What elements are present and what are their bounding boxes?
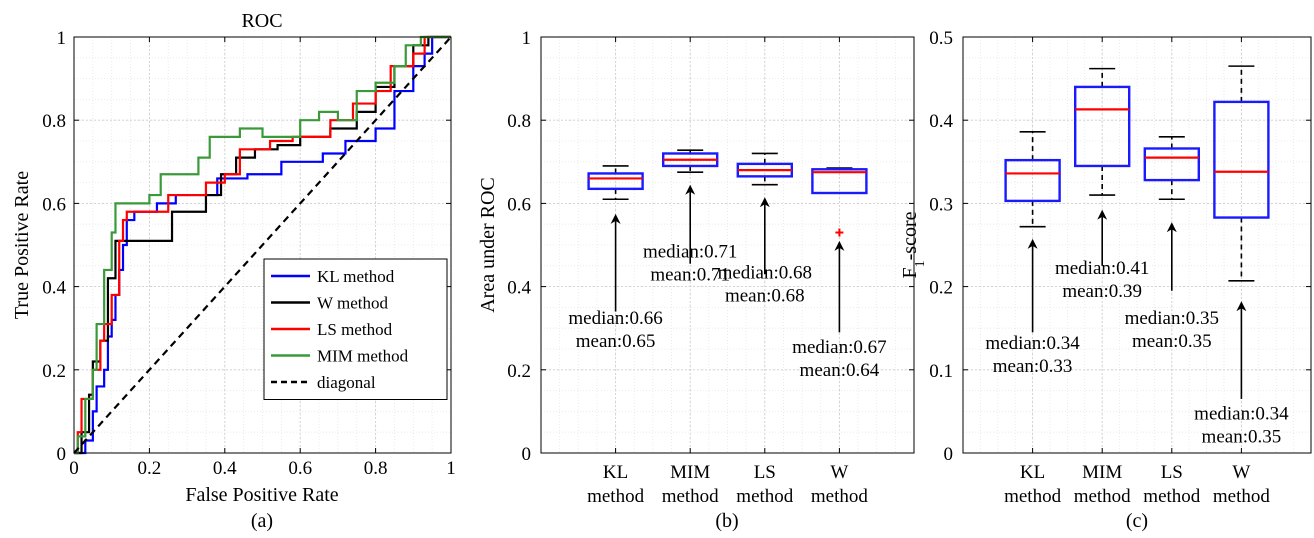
roc-caption: (a) xyxy=(251,510,273,532)
f1-y-tick-label: 0.5 xyxy=(929,28,953,49)
auc-axes-frame xyxy=(540,36,915,454)
auc-y-tick-label: 1 xyxy=(522,28,532,49)
f1-annotation-median: median:0.41 xyxy=(1055,258,1149,279)
f1-y-tick-label: 0.4 xyxy=(929,111,953,132)
roc-series-line-diagonal xyxy=(73,36,452,454)
roc-y-tick-label: 0.8 xyxy=(42,111,66,132)
roc-series-line-kl-method xyxy=(74,35,451,455)
roc-legend: KL method W method LS method MIM method diag… xyxy=(263,258,448,400)
roc-x-tick-label: 0.4 xyxy=(213,458,237,479)
auc-annotation-median: median:0.71 xyxy=(643,241,737,262)
f1-x-tick-label-line1: MIM xyxy=(1082,462,1122,483)
legend-label: LS method xyxy=(317,320,393,339)
auc-box xyxy=(811,168,868,195)
roc-y-axis-label: True Positive Rate xyxy=(11,171,33,319)
roc-x-tick-label: 1 xyxy=(446,458,456,479)
auc-tick-labels: 0 0.2 0.4 0.6 0.8 1 KL method MIM method LS method W… xyxy=(507,28,914,507)
auc-y-tick-label: 0 xyxy=(522,444,532,465)
legend-label: KL method xyxy=(317,267,395,286)
f1-annotation-median: median:0.35 xyxy=(1125,308,1219,329)
auc-panel: 0 0.2 0.4 0.6 0.8 1 KL method MIM method LS method W… xyxy=(477,28,915,532)
f1-box xyxy=(1213,100,1270,219)
legend-label: diagonal xyxy=(317,373,376,392)
f1-box xyxy=(1004,158,1061,203)
f1-annotations: median:0.34mean:0.33median:0.41mean:0.39… xyxy=(985,209,1289,448)
legend-label: MIM method xyxy=(317,347,409,366)
f1-annotation-median: median:0.34 xyxy=(1194,404,1289,425)
f1-x-tick-label-line1: KL xyxy=(1020,462,1045,483)
auc-annotation-median: median:0.68 xyxy=(718,262,812,283)
auc-x-tick-label-line1: MIM xyxy=(670,462,710,483)
f1-y-tick-label: 0 xyxy=(944,444,954,465)
f1-y-tick-label: 0.3 xyxy=(929,194,953,215)
roc-title: ROC xyxy=(241,10,282,32)
roc-y-tick-label: 1 xyxy=(57,28,67,49)
f1-annotation-mean: mean:0.35 xyxy=(1132,331,1212,352)
auc-x-tick-label-line2: method xyxy=(736,486,793,507)
f1-y-tick-label: 0.1 xyxy=(929,361,953,382)
f1-y-tick-label: 0.2 xyxy=(929,278,953,299)
legend-label: W method xyxy=(317,294,388,313)
f1-tick-labels: 0 0.1 0.2 0.3 0.4 0.5 KL method MIM method LS metho… xyxy=(929,28,1311,507)
roc-series-line-mim-method xyxy=(74,35,451,455)
roc-x-axis-label: False Positive Rate xyxy=(185,484,338,506)
auc-x-tick-label-line2: method xyxy=(662,486,719,507)
roc-y-tick-label: 0.4 xyxy=(42,278,66,299)
roc-tick-labels: 0 0.2 0.4 0.6 0.8 1 0 0.2 0.4 0.6 0.8 1 xyxy=(42,28,456,479)
f1-box xyxy=(1073,85,1131,168)
auc-y-tick-label: 0.4 xyxy=(507,278,531,299)
auc-annotation-mean: mean:0.68 xyxy=(725,285,805,306)
f1-annotation-median: median:0.34 xyxy=(985,333,1080,354)
auc-y-tick-label: 0.8 xyxy=(507,111,531,132)
auc-x-tick-label-line1: KL xyxy=(603,462,628,483)
f1-x-tick-label-line2: method xyxy=(1074,486,1131,507)
auc-x-tick-label-line1: LS xyxy=(754,462,776,483)
auc-annotation-mean: mean:0.64 xyxy=(800,360,880,381)
f1-x-tick-label-line2: method xyxy=(1004,486,1061,507)
auc-caption: (b) xyxy=(715,510,738,532)
auc-gridlines xyxy=(541,37,914,453)
auc-x-tick-label-line2: method xyxy=(811,486,868,507)
roc-panel: 0 0.2 0.4 0.6 0.8 1 0 0.2 0.4 0.6 0.8 1 ROC False P… xyxy=(11,10,456,532)
auc-x-tick-label-line2: method xyxy=(587,486,644,507)
auc-annotation-median: median:0.67 xyxy=(792,337,886,358)
auc-annotation-mean: mean:0.65 xyxy=(576,331,656,352)
roc-x-tick-label: 0 xyxy=(69,458,79,479)
f1-caption: (c) xyxy=(1126,510,1148,532)
f1-gridlines xyxy=(963,37,1311,453)
roc-y-tick-label: 0.2 xyxy=(42,361,66,382)
f1-axes-frame xyxy=(962,36,1312,454)
f1-x-tick-label-line1: W xyxy=(1232,462,1250,483)
f1-annotation-mean: mean:0.33 xyxy=(993,356,1073,377)
f1-boxes xyxy=(1004,65,1270,282)
auc-y-tick-label: 0.2 xyxy=(507,361,531,382)
f1-y-axis-label: F1-score xyxy=(899,211,928,278)
auc-y-tick-label: 0.6 xyxy=(507,194,531,215)
roc-x-tick-label: 0.2 xyxy=(138,458,162,479)
f1-annotation-mean: mean:0.39 xyxy=(1062,281,1142,302)
auc-annotation-median: median:0.66 xyxy=(568,308,662,329)
auc-box xyxy=(587,172,644,191)
roc-y-tick-label: 0 xyxy=(57,444,67,465)
f1-x-tick-label-line2: method xyxy=(1213,486,1270,507)
f1-annotation-mean: mean:0.35 xyxy=(1202,427,1282,448)
roc-y-tick-label: 0.6 xyxy=(42,194,66,215)
roc-x-tick-label: 0.6 xyxy=(288,458,312,479)
roc-axes-frame xyxy=(73,36,452,454)
auc-annotation-mean: mean:0.71 xyxy=(650,264,730,285)
auc-boxes xyxy=(587,149,868,237)
f1-x-tick-label-line1: LS xyxy=(1161,462,1183,483)
f1-panel: 0 0.1 0.2 0.3 0.4 0.5 KL method MIM method LS metho… xyxy=(899,28,1312,532)
f1-x-tick-label-line2: method xyxy=(1143,486,1200,507)
auc-x-tick-label-line1: W xyxy=(830,462,848,483)
f1-box xyxy=(1143,147,1201,182)
roc-series-line-ls-method xyxy=(74,35,451,455)
roc-x-tick-label: 0.8 xyxy=(364,458,388,479)
roc-series-lines xyxy=(73,35,452,455)
auc-y-axis-label: Area under ROC xyxy=(477,177,499,313)
